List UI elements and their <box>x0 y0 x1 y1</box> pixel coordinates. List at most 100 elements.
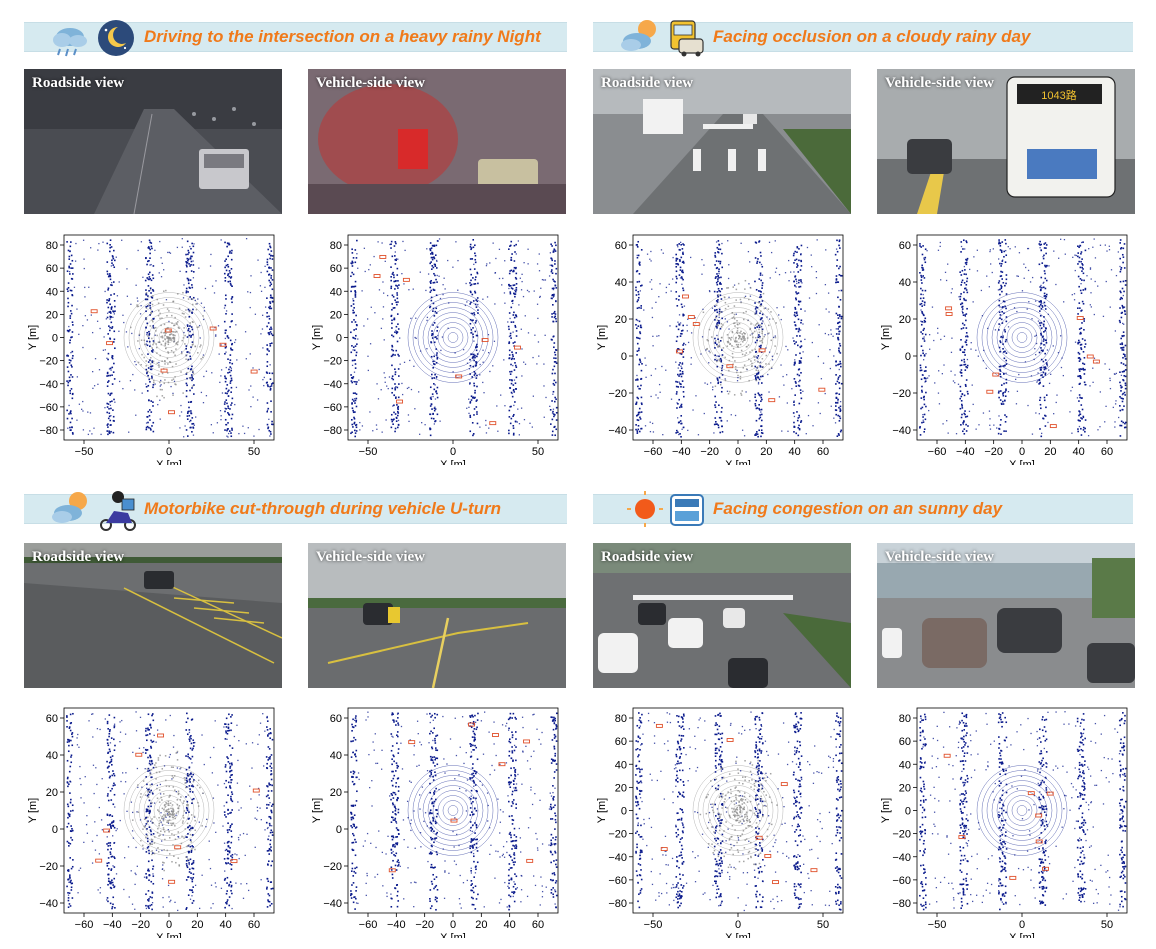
lidar-point <box>950 370 952 372</box>
infrastructure-point <box>747 344 750 346</box>
lidar-point <box>226 882 228 884</box>
lidar-point <box>230 779 232 781</box>
lidar-point <box>476 411 478 413</box>
lidar-point <box>767 333 769 335</box>
lidar-point <box>436 281 438 283</box>
lidar-point <box>757 381 760 384</box>
lidar-point <box>650 279 653 281</box>
lidar-point <box>147 285 150 287</box>
lidar-point <box>390 355 393 358</box>
lidar-point <box>432 302 435 305</box>
infrastructure-point <box>737 374 739 377</box>
lidar-point <box>675 260 678 262</box>
lidar-point <box>922 329 925 332</box>
infrastructure-point <box>722 347 725 349</box>
lidar-point <box>799 360 802 363</box>
lidar-point <box>760 413 763 416</box>
lidar-point <box>266 402 269 404</box>
lidar-point <box>661 365 663 368</box>
lidar-point <box>189 257 192 259</box>
lidar-point <box>397 423 400 426</box>
lidar-point <box>225 377 227 380</box>
x-axis-label: X [m] <box>725 459 751 465</box>
lidar-point <box>635 424 637 426</box>
infrastructure-point <box>752 332 754 334</box>
lidar-point <box>150 411 153 413</box>
lidar-point <box>518 434 520 436</box>
infrastructure-point <box>724 307 727 310</box>
lidar-point <box>1040 299 1042 302</box>
lidar-point <box>225 310 228 312</box>
lidar-point <box>1005 242 1007 245</box>
lidar-point <box>192 333 194 336</box>
lidar-point <box>966 280 968 283</box>
lidar-point <box>187 249 190 252</box>
lidar-point <box>475 400 478 402</box>
y-tick-label: 20 <box>899 314 911 326</box>
lidar-point <box>391 387 394 390</box>
lidar-point <box>1080 427 1082 430</box>
lidar-point <box>150 830 152 833</box>
lidar-point <box>650 260 652 262</box>
lidar-point <box>1121 306 1124 308</box>
lidar-point <box>351 423 354 426</box>
lidar-point <box>678 421 680 424</box>
lidar-point <box>430 279 432 282</box>
lidar-point <box>1083 279 1085 282</box>
lidar-point <box>70 289 73 292</box>
infrastructure-point <box>175 342 178 344</box>
lidar-point <box>1078 400 1080 402</box>
lidar-point <box>638 263 641 265</box>
lidar-point <box>432 281 435 284</box>
lidar-point <box>350 290 352 293</box>
lidar-point <box>186 772 189 775</box>
lidar-point <box>469 246 472 248</box>
lidar-point <box>395 332 398 335</box>
infrastructure-point <box>733 322 735 325</box>
lidar-point <box>920 274 922 277</box>
lidar-point <box>1124 369 1127 371</box>
lidar-point <box>926 250 928 252</box>
lidar-point <box>993 424 995 426</box>
lidar-point <box>367 355 369 357</box>
lidar-point <box>830 329 832 331</box>
lidar-point <box>703 412 705 415</box>
lidar-point <box>271 279 274 281</box>
lidar-point <box>1083 356 1086 359</box>
lidar-point <box>191 417 194 419</box>
lidar-point <box>555 320 558 323</box>
y-tick-label: 0 <box>621 351 627 363</box>
lidar-point <box>1042 371 1045 374</box>
lidar-point <box>270 274 273 277</box>
lidar-point <box>1044 272 1046 275</box>
lidar-point <box>637 337 640 339</box>
lidar-point <box>678 324 681 326</box>
lidar-point <box>638 347 640 350</box>
lidar-point <box>757 392 760 395</box>
lidar-point <box>264 286 266 289</box>
lidar-point <box>106 720 109 723</box>
lidar-point <box>475 320 477 322</box>
lidar-point <box>1082 415 1085 418</box>
lidar-point <box>146 739 148 742</box>
lidar-point <box>352 411 355 414</box>
lidar-point <box>965 385 967 387</box>
infrastructure-point <box>744 279 747 282</box>
lidar-point <box>714 256 717 258</box>
lidar-point <box>107 358 109 361</box>
lidar-point <box>759 251 762 254</box>
lidar-point <box>1122 353 1125 355</box>
roadside-caption: Roadside view <box>601 549 694 565</box>
lidar-point <box>793 280 795 283</box>
infrastructure-point <box>748 298 750 301</box>
lidar-point <box>793 271 795 273</box>
lidar-point <box>353 329 355 331</box>
lidar-point <box>187 279 190 282</box>
lidar-point <box>230 769 233 772</box>
lidar-point <box>796 314 799 317</box>
lidar-point <box>150 400 153 402</box>
lidar-point <box>434 336 436 339</box>
lidar-point <box>837 376 840 379</box>
lidar-point <box>1114 403 1117 405</box>
lidar-point <box>231 397 234 400</box>
